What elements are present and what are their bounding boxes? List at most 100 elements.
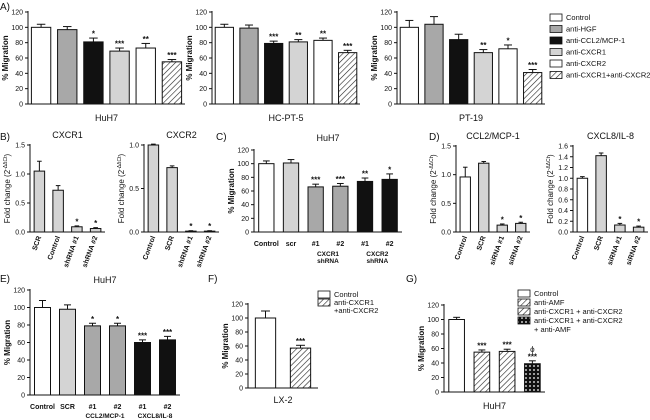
y-axis-label-exponent: -ΔΔCt [429,156,435,170]
y-tick-label: 20 [15,86,23,93]
bar [459,176,471,233]
panel-label: E) [0,274,10,285]
y-tick-label: 0.0 [558,230,568,237]
y-tick-label: 100 [11,25,23,32]
y-tick-label: 80 [15,40,23,47]
y-tick-label: 40 [199,71,207,78]
y-axis-label: % Migration [3,320,12,365]
bar [307,186,324,233]
y-tick-label: 0 [388,102,392,109]
legend-label: anti-AMF [534,298,565,307]
y-axis-label-close: ) [3,153,12,156]
y-tick-label: 120 [380,10,392,17]
y-tick-label: 100 [380,25,392,32]
bar [239,27,259,105]
y-tick-label: 80 [17,323,25,330]
bar [523,72,543,105]
group-label: CXCR1 [317,251,339,258]
y-tick-label: 1.0 [441,172,451,179]
bar [498,48,518,105]
bar [30,26,52,105]
significance-mark: *** [528,352,538,361]
x-axis-label: HuH7 [483,401,506,411]
significance-mark: *** [138,331,148,340]
legend-label: + anti-AMF [534,325,571,334]
legend-label: anti-CCL2/MCP-1 [566,36,625,45]
legend-swatch [549,36,563,45]
chart-title: CCL2/MCP-1 [466,131,520,141]
y-tick-label: 120 [13,288,25,295]
bar [161,61,183,105]
y-tick-label: 80 [241,175,249,182]
significance-mark: * [92,30,96,39]
bar [632,226,645,233]
significance-mark: *** [163,328,173,337]
legend-swatch [549,25,563,33]
significance-mark: *** [502,341,512,350]
significance-mark: * [208,222,212,231]
y-tick-label: 100 [13,305,25,312]
significance-mark: *** [336,175,346,184]
x-tick-label: SCR [32,235,44,251]
bar [71,226,83,233]
legend-a: Control anti-HGF anti-CCL2/MCP-1 anti-CXCR1… [549,13,650,80]
group-label: CXCL8/IL-8 [138,413,173,420]
x-tick-label: SCR [60,404,75,411]
y-tick-label: 80 [235,330,243,337]
bar [147,144,160,233]
y-tick-label: 0.5 [15,201,25,208]
legend-swatch [317,298,331,307]
y-tick-label: 100 [195,25,207,32]
significance-mark: * [506,36,510,45]
x-axis-label: PT-19 [459,113,483,123]
y-tick-label: 0.0 [441,230,451,237]
y-tick-label: 40 [17,358,25,365]
y-tick-label: 120 [237,148,249,155]
bar [289,347,312,389]
y-axis-label: Fold change (2-ΔΔCt) [117,153,126,223]
x-tick-label: Control [571,235,586,261]
significance-mark: *** [296,337,306,346]
legend-label: anti-CXCR1 + anti-CXCR2 [534,316,623,325]
legend-label: +anti-CXCR2 [334,306,378,315]
legend-swatch [517,307,531,316]
significance-mark: * [501,215,505,224]
y-axis-label: % Migration [417,326,426,371]
y-tick-label: 0.2 [558,219,568,226]
significance-mark: * [94,219,98,228]
legend-swatch [517,289,531,298]
y-tick-label: 80 [431,332,439,339]
x-tick-label: #2 [336,241,344,248]
phi-mark: ϕ [530,345,535,354]
y-tick-label: 120 [427,303,439,310]
y-tick-label: 0.5 [441,201,451,208]
x-tick-label: siRNA #2 [508,235,525,266]
y-tick-label: 20 [199,86,207,93]
bar [264,42,284,105]
x-tick-label: SCR [476,235,488,251]
bar [109,50,130,105]
chart-title: CXCR2 [166,130,197,140]
panel-label: B) [0,132,10,143]
y-tick-label: 20 [17,375,25,382]
significance-mark: * [75,217,79,226]
y-axis-label: % Migration [227,168,236,213]
y-tick-label: 120 [231,302,243,309]
legend-swatch [549,71,563,79]
legend-label: Control [566,13,591,22]
significance-mark: * [116,315,120,324]
y-tick-label: 40 [384,71,392,78]
y-tick-label: 20 [241,216,249,223]
bar [84,325,101,396]
y-tick-label: 100 [427,317,439,324]
y-tick-label: 20 [384,86,392,93]
x-tick-label: SCR [593,235,605,251]
panel-label: A) [0,2,10,13]
legend-label: anti-CXCR1 [334,298,374,307]
y-tick-label: 0.5 [129,186,139,193]
